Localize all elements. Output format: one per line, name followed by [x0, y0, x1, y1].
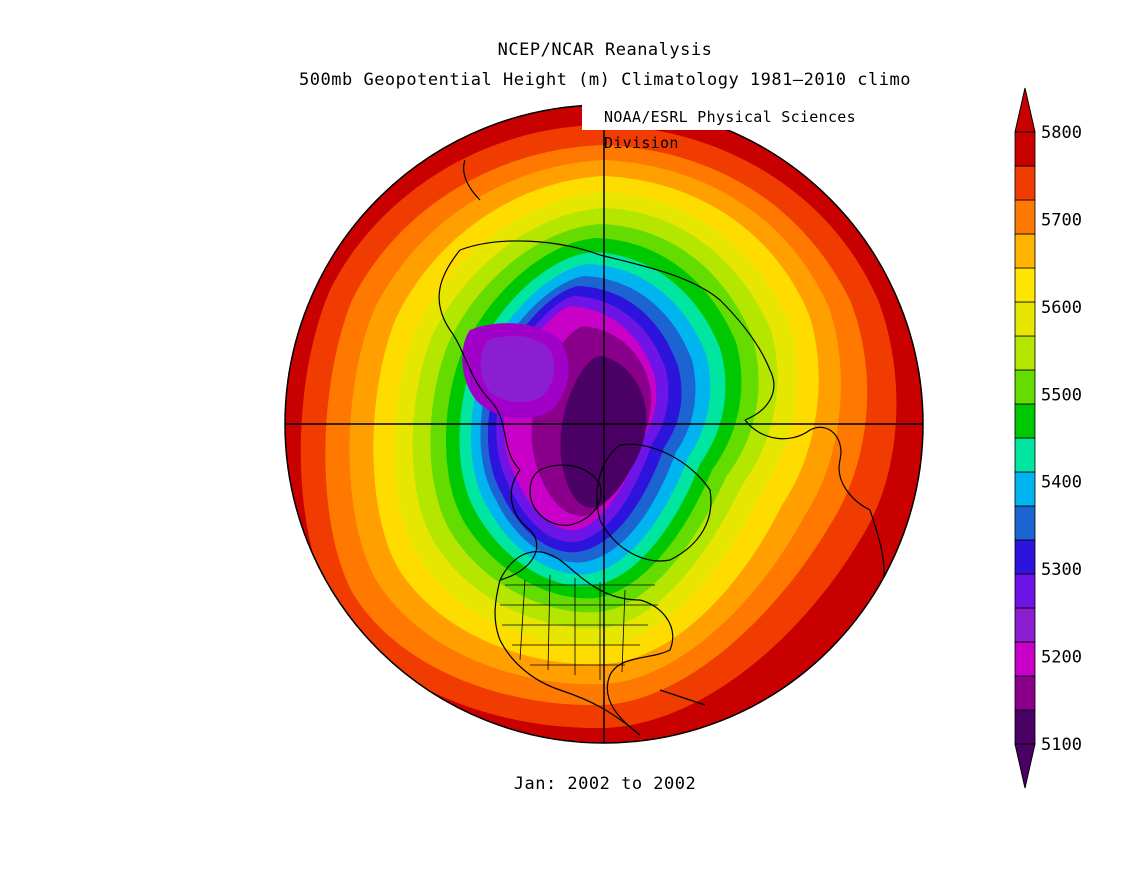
- colorbar-extend-max: [1014, 87, 1036, 133]
- colorbar-tick-label: 5100: [1041, 735, 1082, 755]
- colorbar-band: [1014, 301, 1036, 337]
- colorbar-band: [1014, 199, 1036, 235]
- coast-europe: [744, 419, 871, 511]
- colorbar-band: [1014, 539, 1036, 575]
- coast-us-west: [494, 579, 641, 736]
- coastlines: [438, 159, 885, 736]
- colorbar-band: [1014, 403, 1036, 439]
- colorbar-tick-label: 5600: [1041, 298, 1082, 318]
- colorbar-extend-min: [1014, 743, 1036, 789]
- colorbar-band: [1014, 641, 1036, 677]
- chart-title: NCEP/NCAR Reanalysis: [497, 40, 713, 60]
- contour-lobe-west-inner: [480, 335, 555, 403]
- coast-japan: [463, 159, 481, 201]
- time-period-label: Jan: 2002 to 2002: [513, 774, 697, 794]
- colorbar-band: [1014, 675, 1036, 711]
- colorbar-tick-label: 5700: [1041, 210, 1082, 230]
- coast-asia-east: [438, 249, 521, 471]
- colorbar-band: [1014, 131, 1036, 167]
- coast-greenland: [596, 443, 712, 562]
- colorbar-tick-label: 5400: [1041, 473, 1082, 493]
- height-field: [285, 105, 923, 743]
- colorbar: 5800 5700 5600 5500 5400 5300 5200 5100: [1014, 87, 1082, 789]
- colorbar-band: [1014, 505, 1036, 541]
- colorbar-band: [1014, 607, 1036, 643]
- colorbar-tick-label: 5300: [1041, 560, 1082, 580]
- colorbar-tick-label: 5500: [1041, 385, 1082, 405]
- coast-caribbean: [659, 689, 706, 706]
- colorbar-band: [1014, 233, 1036, 269]
- coast-alaska: [499, 469, 538, 581]
- colorbar-band: [1014, 165, 1036, 201]
- colorbar-band: [1014, 437, 1036, 473]
- coast-eurasia-north: [459, 240, 775, 421]
- credit-label: NOAA/ESRL Physical Sciences Division: [582, 104, 922, 152]
- us-state-lines: [500, 574, 658, 680]
- chart-subtitle: 500mb Geopotential Height (m) Climatolog…: [299, 70, 911, 90]
- coast-arctic-islands: [529, 464, 602, 526]
- coast-north-america: [499, 551, 674, 736]
- colorbar-band: [1014, 709, 1036, 745]
- colorbar-band: [1014, 267, 1036, 303]
- colorbar-band: [1014, 369, 1036, 405]
- colorbar-band: [1014, 573, 1036, 609]
- colorbar-tick-label: 5200: [1041, 648, 1082, 668]
- colorbar-band: [1014, 471, 1036, 507]
- colorbar-tick-label: 5800: [1041, 123, 1082, 143]
- colorbar-band: [1014, 335, 1036, 371]
